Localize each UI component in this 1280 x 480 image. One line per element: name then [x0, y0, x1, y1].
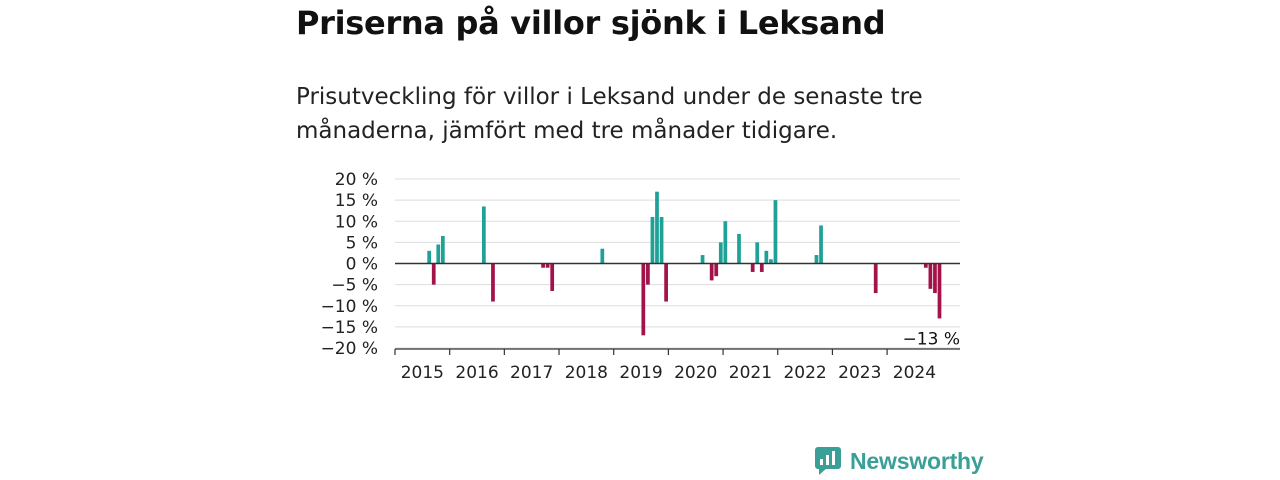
bar [481, 206, 486, 264]
y-tick-label: −5 % [331, 276, 378, 296]
x-tick-label: 2017 [510, 363, 553, 383]
y-tick-label: 0 % [346, 255, 378, 275]
bar [491, 263, 495, 302]
bar [700, 255, 705, 264]
y-tick-label: −15 % [321, 318, 378, 338]
x-tick-label: 2016 [455, 363, 498, 383]
bar [641, 263, 646, 336]
newsworthy-logo-icon [815, 447, 841, 475]
y-tick-label: 10 % [335, 212, 378, 232]
newsworthy-brand: Newsworthy [814, 446, 984, 476]
x-tick-label: 2024 [893, 363, 936, 383]
bar [759, 263, 764, 272]
chart-title: Priserna på villor sjönk i Leksand [296, 4, 886, 42]
bar [664, 263, 668, 302]
y-tick-label: 20 % [335, 170, 378, 190]
x-tick-label: 2015 [401, 363, 444, 383]
y-tick-label: 5 % [346, 233, 378, 253]
bar [723, 221, 728, 264]
gridlines [395, 178, 960, 349]
bar [755, 242, 760, 264]
bars [427, 191, 942, 336]
bar [769, 259, 773, 264]
tick-labels: 20 %15 %10 %5 %0 %−5 %−10 %−15 %−20 % 201… [321, 170, 960, 383]
bar [764, 250, 769, 264]
x-tick-label: 2021 [729, 363, 772, 383]
bar [737, 233, 741, 264]
latest-value-label: −13 % [903, 329, 960, 349]
bar [873, 263, 878, 294]
bar [937, 263, 942, 319]
bar [928, 263, 933, 289]
bar [750, 263, 755, 272]
y-tick-label: −10 % [321, 297, 378, 317]
bar [655, 191, 659, 264]
x-tick-label: 2022 [783, 363, 826, 383]
bar [541, 263, 545, 268]
x-tick-label: 2018 [565, 363, 608, 383]
bar [773, 200, 778, 264]
bar [718, 242, 723, 264]
bar [545, 263, 550, 268]
bar [600, 248, 605, 264]
y-tick-label: 15 % [335, 191, 378, 211]
chart-subtitle: Prisutveckling för villor i Leksand unde… [296, 84, 923, 144]
bar [709, 263, 714, 281]
bar [923, 263, 928, 268]
axes [394, 262, 960, 355]
bar [427, 250, 432, 264]
bar [436, 244, 441, 264]
bar [933, 263, 937, 294]
x-tick-label: 2019 [619, 363, 662, 383]
bar [819, 225, 823, 264]
bar [431, 263, 436, 285]
bar [646, 263, 650, 285]
x-tick-label: 2023 [838, 363, 881, 383]
y-tick-label: −20 % [321, 339, 378, 359]
x-tick-label: 2020 [674, 363, 717, 383]
bar [550, 263, 555, 291]
bar [659, 217, 664, 264]
bar [814, 255, 819, 264]
bar [714, 263, 719, 277]
bar [650, 217, 655, 264]
bar [440, 236, 445, 264]
brand-name: Newsworthy [850, 447, 984, 474]
